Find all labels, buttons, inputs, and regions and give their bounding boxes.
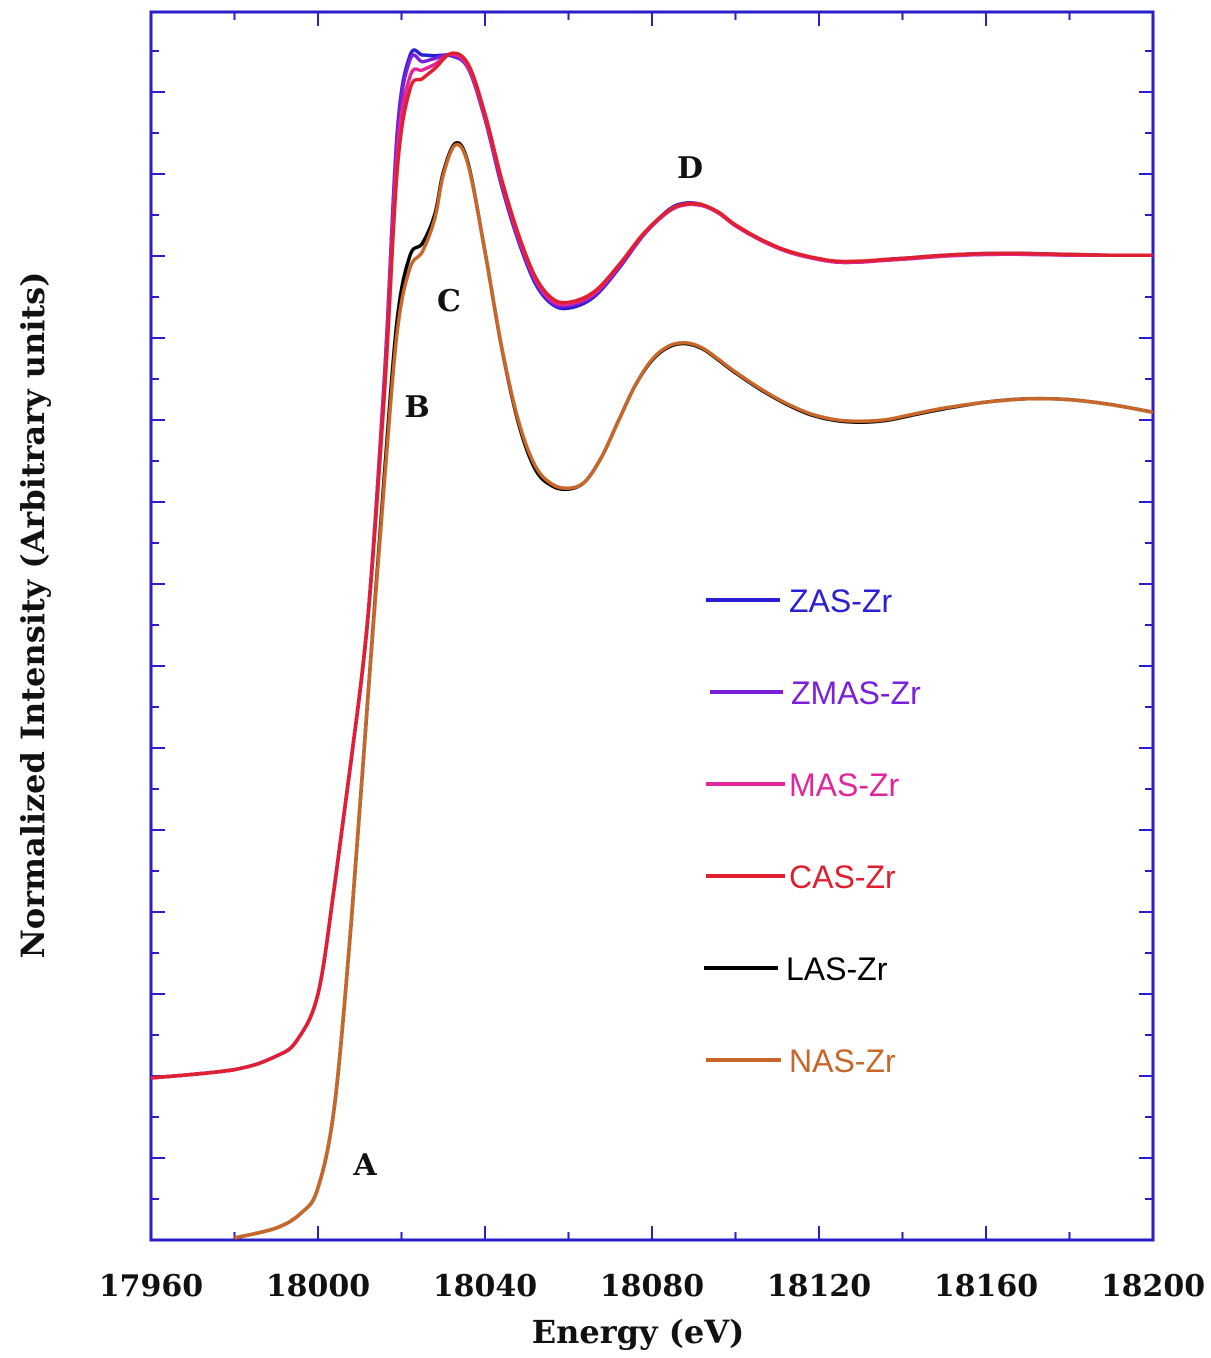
x-tick-label: 18200	[1101, 1269, 1205, 1304]
annotation-c: C	[437, 284, 461, 319]
x-tick-label: 17960	[99, 1269, 203, 1304]
peak-annotations: A B C D	[352, 151, 703, 1183]
series-line-mas-zr	[150, 52, 1153, 1080]
x-tick-label: 18080	[600, 1269, 704, 1304]
series-line-zas-zr	[150, 48, 1154, 1080]
series-lines	[150, 48, 1154, 1240]
legend-label: CAS-Zr	[789, 859, 896, 895]
series-line-cas-zr	[150, 51, 1154, 1080]
legend-label: ZMAS-Zr	[791, 675, 921, 711]
legend-label: ZAS-Zr	[789, 583, 892, 619]
legend-label: NAS-Zr	[789, 1043, 896, 1079]
series-line-nas-zr	[234, 142, 1154, 1240]
x-tick-labels: 17960 18000 18040 18080 18120 18160 18200	[99, 1269, 1205, 1304]
legend-label: LAS-Zr	[786, 951, 888, 987]
series-line-las-zr	[234, 141, 1154, 1240]
annotation-d: D	[677, 151, 703, 186]
legend-label: MAS-Zr	[789, 767, 900, 803]
legend: ZAS-Zr ZMAS-Zr MAS-Zr CAS-Zr LAS-Zr NAS-Zr	[704, 583, 921, 1079]
annotation-b: B	[404, 390, 429, 425]
x-axis-label: Energy (eV)	[532, 1313, 744, 1351]
axis-ticks	[150, 12, 1154, 1241]
series-line-zmas-zr	[150, 52, 1153, 1080]
x-tick-label: 18040	[433, 1269, 537, 1304]
annotation-a: A	[352, 1148, 377, 1183]
x-tick-label: 18120	[767, 1269, 871, 1304]
x-tick-label: 18160	[934, 1269, 1038, 1304]
y-axis-label: Normalized Intensity (Arbitrary units)	[14, 272, 52, 959]
x-tick-label: 18000	[266, 1269, 370, 1304]
plot-frame	[149, 10, 1155, 1242]
